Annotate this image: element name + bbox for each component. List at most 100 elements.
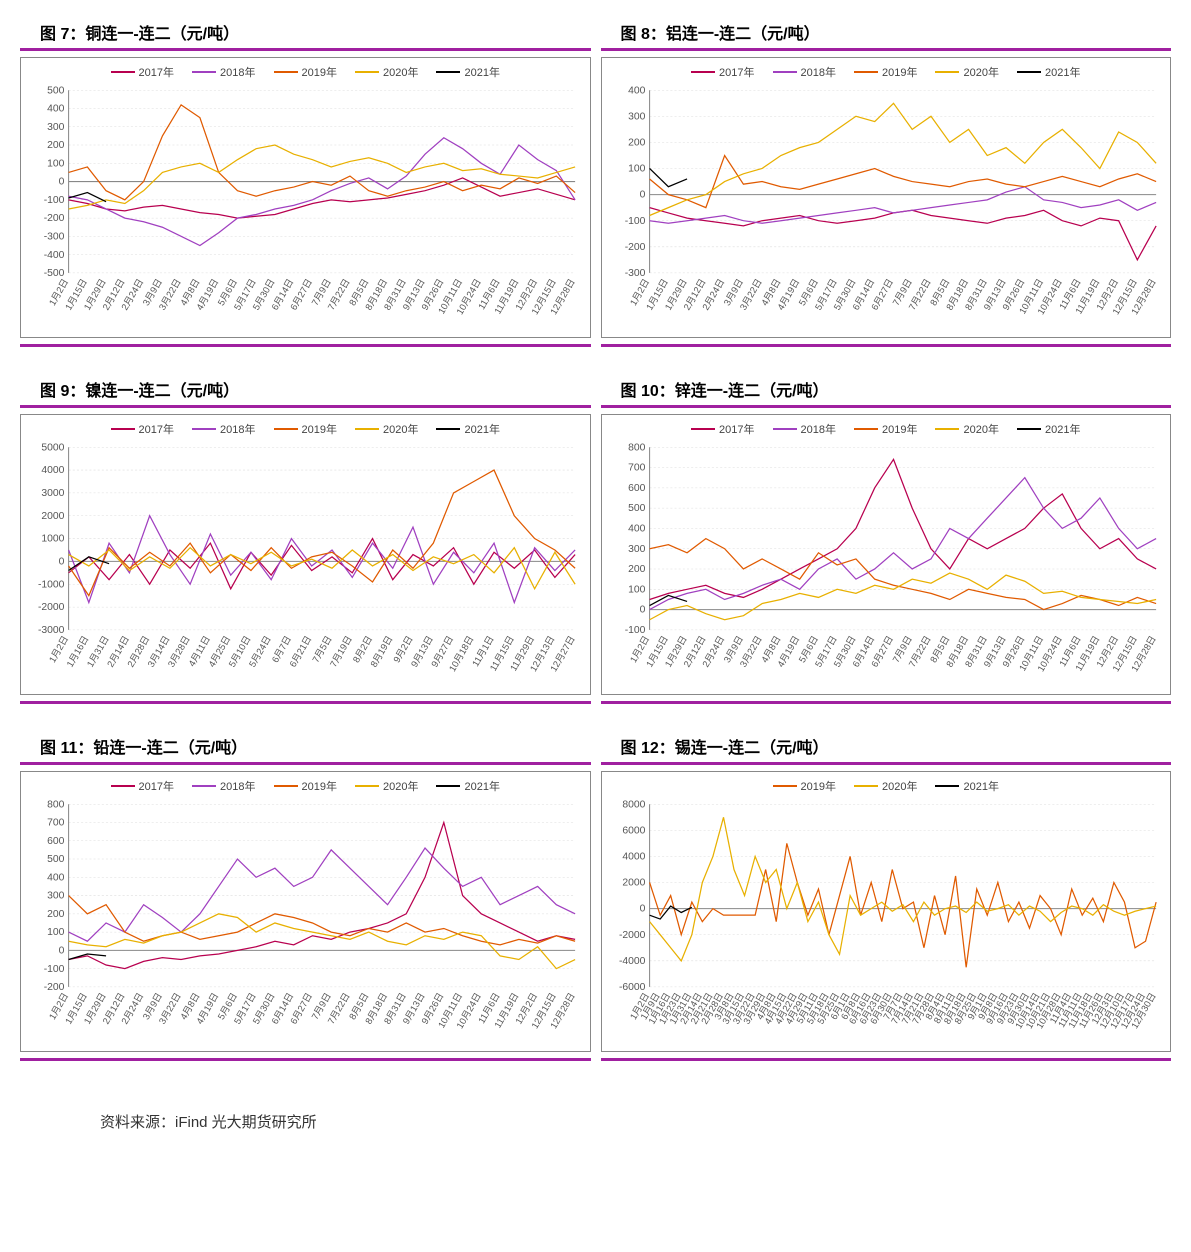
legend-label: 2020年 (383, 421, 418, 437)
y-tick-label: 400 (47, 873, 65, 884)
legend-swatch (773, 785, 797, 787)
y-tick-label: 200 (47, 909, 65, 920)
chart07-title: 图 7：铜连一-连二（元/吨） (20, 20, 591, 48)
y-tick-label: 2000 (622, 878, 645, 889)
chart09-legend: 2017年2018年2019年2020年2021年 (25, 421, 586, 437)
chart12-title: 图 12：锡连一-连二（元/吨） (601, 734, 1172, 762)
legend-item: 2021年 (1017, 64, 1080, 80)
legend-label: 2018年 (801, 64, 836, 80)
chart07-svg: -500-400-300-200-10001002003004005001月2日… (25, 84, 586, 333)
y-tick-label: 100 (628, 585, 646, 596)
y-tick-label: 0 (639, 190, 645, 201)
y-tick-label: -200 (44, 213, 65, 224)
legend-swatch (111, 428, 135, 430)
chart-grid: 图 7：铜连一-连二（元/吨）2017年2018年2019年2020年2021年… (20, 20, 1171, 1132)
legend-label: 2021年 (464, 778, 499, 794)
chart09-plot: -3000-2000-10000100020003000400050001月2日… (25, 441, 586, 690)
y-tick-label: 700 (47, 818, 65, 829)
y-tick-label: 300 (628, 111, 646, 122)
chart09-svg: -3000-2000-10000100020003000400050001月2日… (25, 441, 586, 690)
chart08-title: 图 8：铝连一-连二（元/吨） (601, 20, 1172, 48)
y-tick-label: 0 (639, 904, 645, 915)
chart10-box: 2017年2018年2019年2020年2021年-10001002003004… (601, 414, 1172, 695)
legend-swatch (436, 785, 460, 787)
chart08-svg: -300-200-10001002003004001月2日1月15日1月29日2… (606, 84, 1167, 333)
y-tick-label: -300 (44, 231, 65, 242)
legend-label: 2020年 (383, 64, 418, 80)
chart08-panel: 图 8：铝连一-连二（元/吨）2017年2018年2019年2020年2021年… (601, 20, 1172, 347)
legend-label: 2018年 (220, 778, 255, 794)
legend-label: 2021年 (1045, 64, 1080, 80)
y-tick-label: 1000 (41, 534, 64, 545)
legend-item: 2021年 (1017, 421, 1080, 437)
y-tick-label: 100 (47, 927, 65, 938)
y-tick-label: 500 (47, 854, 65, 865)
legend-swatch (854, 785, 878, 787)
chart10-svg: -10001002003004005006007008001月2日1月15日1月… (606, 441, 1167, 690)
chart08-plot: -300-200-10001002003004001月2日1月15日1月29日2… (606, 84, 1167, 333)
y-tick-label: 8000 (622, 800, 645, 811)
legend-swatch (691, 71, 715, 73)
legend-item: 2019年 (274, 64, 337, 80)
y-tick-label: 700 (628, 463, 646, 474)
legend-swatch (691, 428, 715, 430)
divider-top (20, 762, 591, 765)
legend-label: 2021年 (1045, 421, 1080, 437)
legend-label: 2021年 (963, 778, 998, 794)
legend-item: 2017年 (111, 64, 174, 80)
y-tick-label: -2000 (38, 602, 65, 613)
y-tick-label: 200 (47, 140, 65, 151)
legend-label: 2017年 (719, 64, 754, 80)
y-tick-label: 300 (47, 122, 65, 133)
legend-swatch (355, 428, 379, 430)
legend-item: 2018年 (192, 64, 255, 80)
legend-label: 2017年 (139, 64, 174, 80)
chart12-svg: -6000-4000-2000020004000600080001月2日1月9日… (606, 798, 1167, 1047)
legend-label: 2020年 (882, 778, 917, 794)
legend-label: 2017年 (139, 778, 174, 794)
chart12-box: 2019年2020年2021年-6000-4000-20000200040006… (601, 771, 1172, 1052)
divider-top (601, 405, 1172, 408)
y-tick-label: 800 (628, 442, 646, 453)
y-tick-label: -100 (44, 964, 65, 975)
chart11-plot: -200-10001002003004005006007008001月2日1月1… (25, 798, 586, 1047)
legend-item: 2020年 (355, 64, 418, 80)
series-2018年 (69, 138, 576, 246)
y-tick-label: -1000 (38, 579, 65, 590)
y-tick-label: 300 (628, 544, 646, 555)
legend-swatch (854, 428, 878, 430)
y-tick-label: 600 (628, 483, 646, 494)
chart11-panel: 图 11：铅连一-连二（元/吨）2017年2018年2019年2020年2021… (20, 734, 591, 1061)
legend-item: 2017年 (111, 421, 174, 437)
y-tick-label: 4000 (622, 852, 645, 863)
y-tick-label: 500 (47, 85, 65, 96)
y-tick-label: 400 (628, 85, 646, 96)
legend-item: 2018年 (192, 778, 255, 794)
divider-bottom (601, 701, 1172, 704)
legend-swatch (436, 428, 460, 430)
chart11-svg: -200-10001002003004005006007008001月2日1月1… (25, 798, 586, 1047)
legend-swatch (355, 71, 379, 73)
chart07-box: 2017年2018年2019年2020年2021年-500-400-300-20… (20, 57, 591, 338)
legend-swatch (436, 71, 460, 73)
divider-bottom (20, 1058, 591, 1061)
y-tick-label: 800 (47, 800, 65, 811)
y-tick-label: 200 (628, 564, 646, 575)
y-tick-label: 2000 (41, 511, 64, 522)
y-tick-label: 3000 (41, 488, 64, 499)
y-tick-label: 400 (628, 524, 646, 535)
legend-label: 2017年 (719, 421, 754, 437)
y-tick-label: -400 (44, 250, 65, 261)
chart10-panel: 图 10：锌连一-连二（元/吨）2017年2018年2019年2020年2021… (601, 377, 1172, 704)
legend-swatch (274, 71, 298, 73)
legend-item: 2018年 (773, 421, 836, 437)
legend-item: 2017年 (691, 64, 754, 80)
legend-label: 2019年 (882, 421, 917, 437)
legend-item: 2017年 (111, 778, 174, 794)
y-tick-label: 0 (59, 946, 65, 957)
legend-swatch (935, 785, 959, 787)
divider-bottom (601, 344, 1172, 347)
legend-item: 2017年 (691, 421, 754, 437)
series-2019年 (69, 105, 576, 200)
legend-swatch (773, 428, 797, 430)
